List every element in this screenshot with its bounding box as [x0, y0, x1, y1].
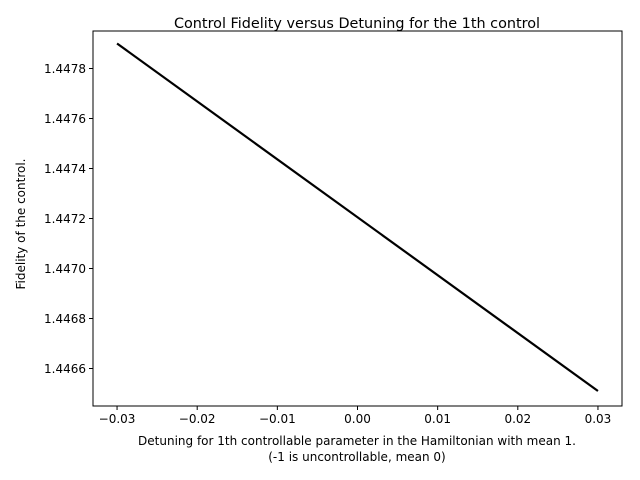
- x-tick-label: 0.03: [585, 412, 612, 426]
- x-axis-label-line2: (-1 is uncontrollable, mean 0): [268, 450, 445, 464]
- y-tick-label: 1.4470: [44, 262, 86, 276]
- y-tick-label: 1.4474: [44, 162, 86, 176]
- x-tick-label: −0.03: [99, 412, 136, 426]
- chart-title: Control Fidelity versus Detuning for the…: [174, 16, 540, 32]
- y-tick-label: 1.4468: [44, 312, 86, 326]
- y-axis-label: Fidelity of the control.: [14, 159, 28, 290]
- x-tick-label: 0.01: [424, 412, 451, 426]
- y-tick-label: 1.4466: [44, 362, 86, 376]
- y-tick-label: 1.4472: [44, 212, 86, 226]
- y-axis-ticks: 1.4466 1.4468 1.4470 1.4472 1.4474 1.4476 1.44…: [44, 62, 93, 376]
- y-tick-label: 1.4476: [44, 112, 86, 126]
- x-tick-label: 0.02: [504, 412, 531, 426]
- x-axis-label-line1: Detuning for 1th controllable parameter …: [138, 434, 576, 448]
- x-axis-ticks: −0.03 −0.02 −0.01 0.00 0.01 0.02 0.03: [99, 406, 612, 426]
- x-tick-label: −0.02: [179, 412, 216, 426]
- series-line-0: [116, 42, 599, 392]
- x-tick-label: 0.00: [344, 412, 371, 426]
- x-tick-label: −0.01: [259, 412, 296, 426]
- y-tick-label: 1.4478: [44, 62, 86, 76]
